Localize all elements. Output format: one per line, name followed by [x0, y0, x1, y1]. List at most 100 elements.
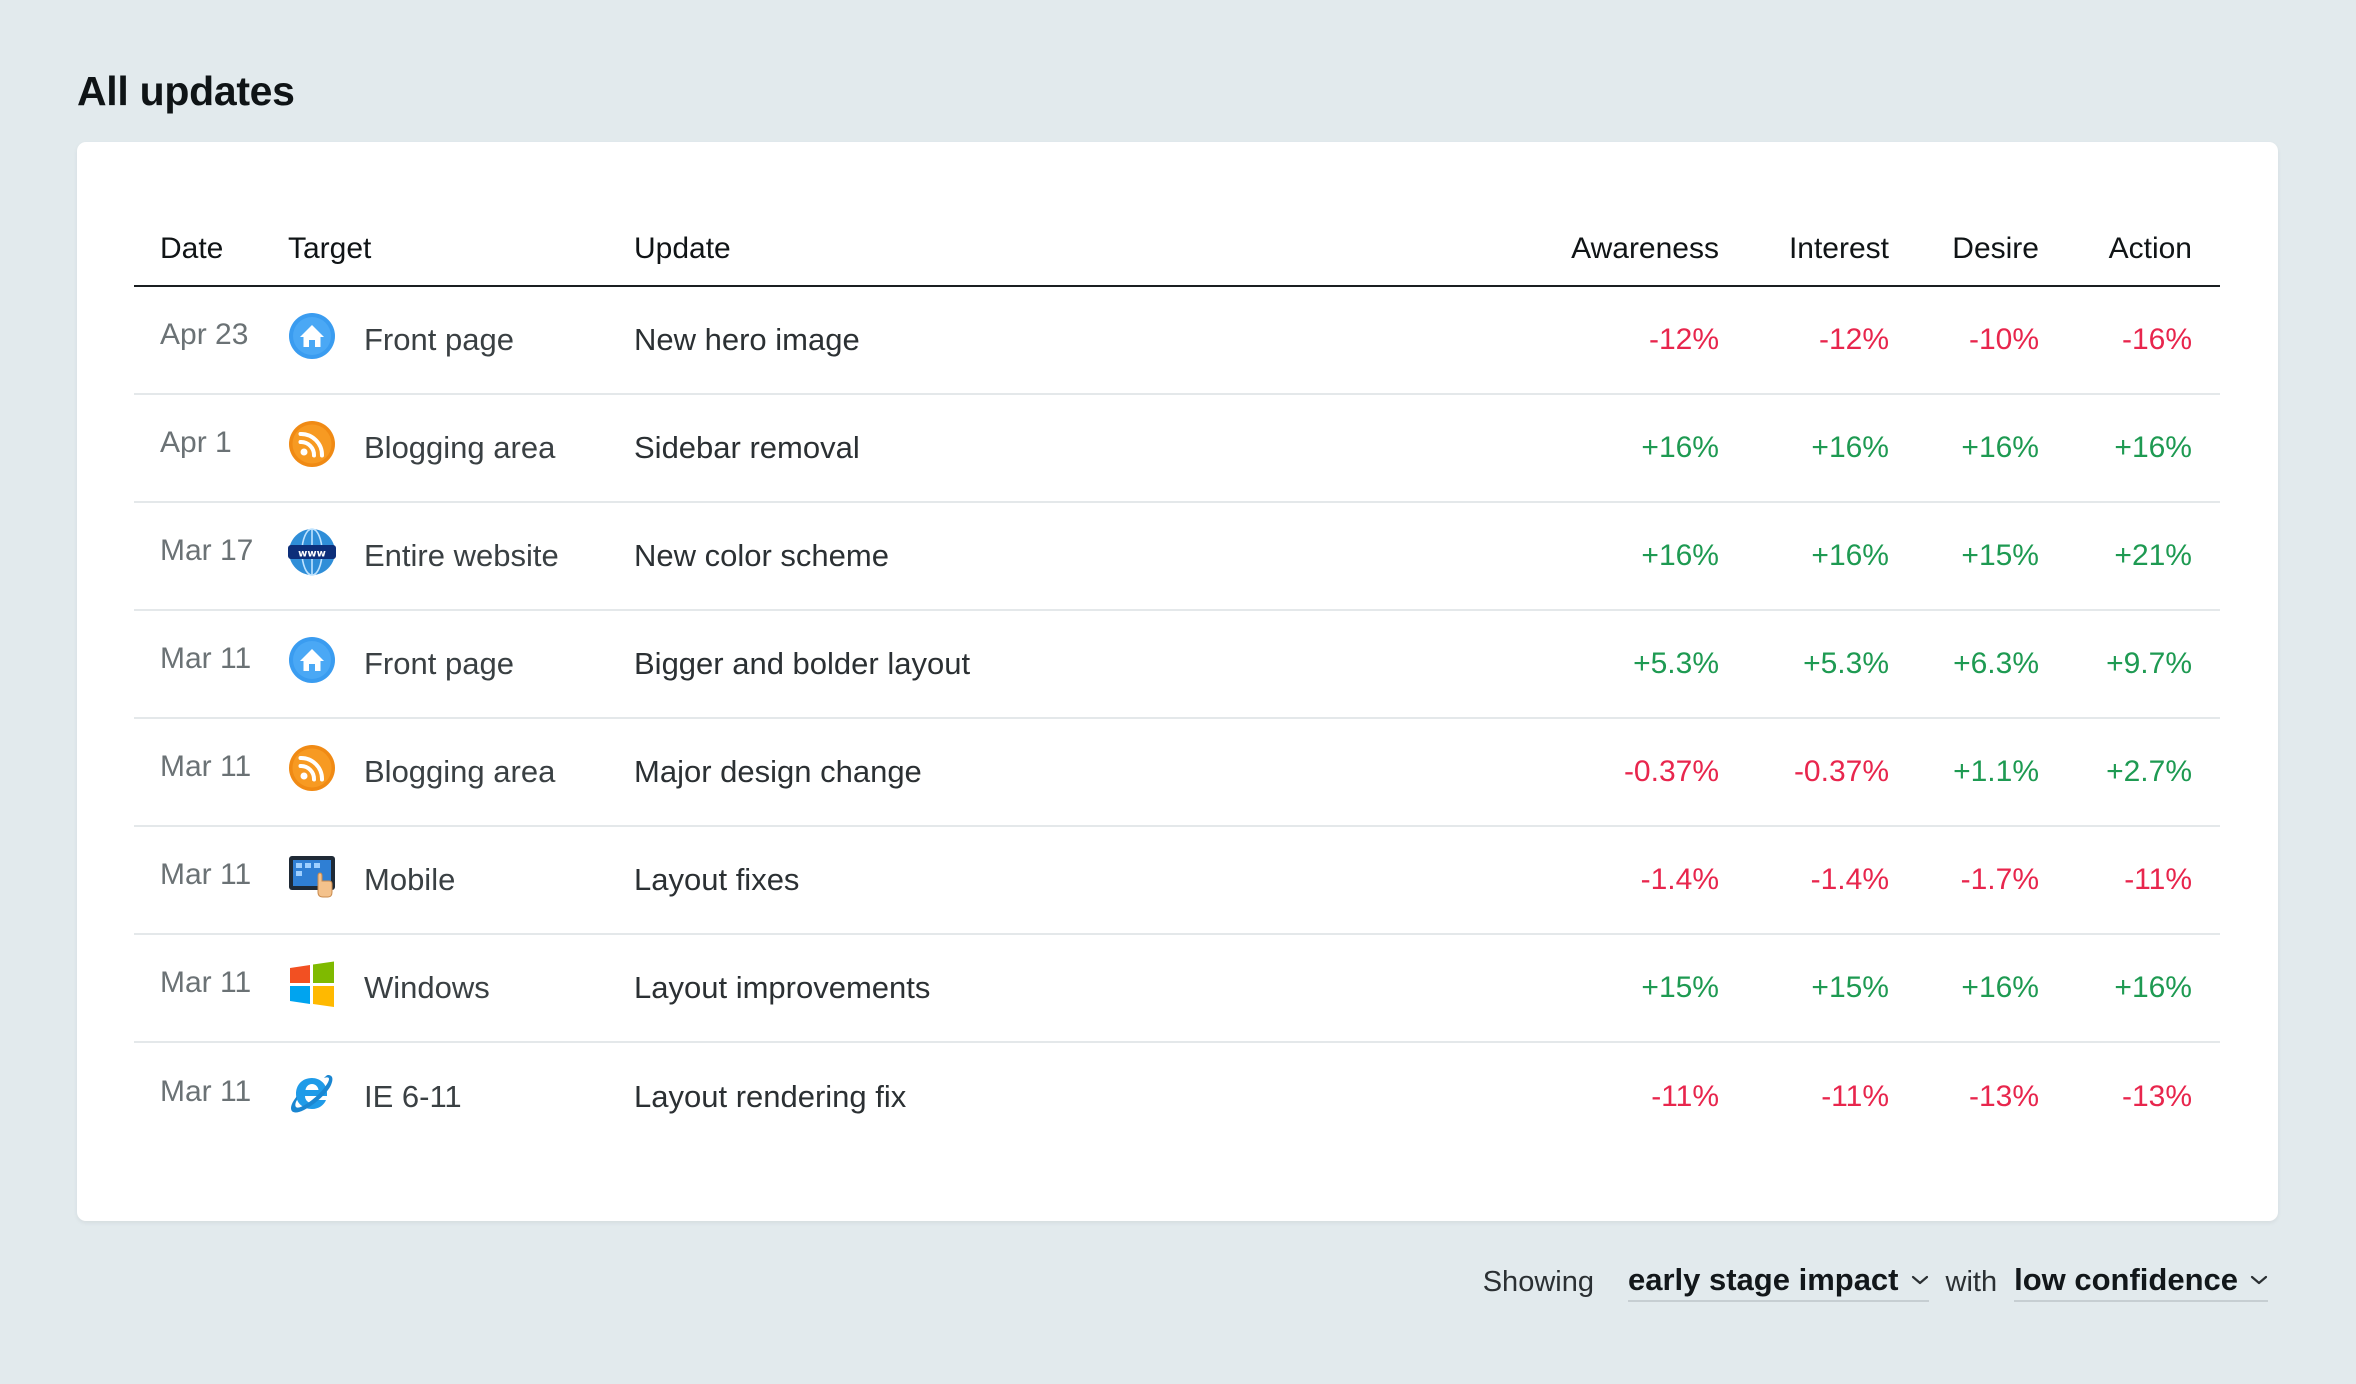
- table-row[interactable]: Mar 11 Mobile Layout fixes -1.4% -1.4% -1.7% -…: [134, 826, 2220, 935]
- table-row[interactable]: Mar 11 Front page Bigger and bolder layout…: [134, 610, 2220, 719]
- row-target: Blogging area: [288, 718, 634, 827]
- row-action-value: -16%: [2067, 286, 2220, 395]
- header-update[interactable]: Update: [634, 217, 1566, 287]
- row-target-label: Blogging area: [364, 754, 556, 789]
- row-date: Mar 11: [134, 610, 288, 719]
- home-icon: [288, 312, 336, 360]
- row-update: Layout improvements: [634, 934, 1566, 1043]
- chevron-down-icon: [2250, 1275, 2268, 1285]
- row-target: Front page: [288, 286, 634, 395]
- confidence-dropdown-value: low confidence: [2014, 1262, 2238, 1297]
- row-awareness-value: -0.37%: [1566, 718, 1747, 827]
- footer-filter: Showing early stage impact with low conf…: [1483, 1262, 2268, 1302]
- row-update: Bigger and bolder layout: [634, 610, 1566, 719]
- showing-label: Showing: [1482, 1265, 1594, 1298]
- row-desire-value: +15%: [1917, 502, 2067, 611]
- header-target[interactable]: Target: [288, 217, 634, 287]
- row-awareness-value: +16%: [1566, 394, 1747, 503]
- row-action-value: +9.7%: [2067, 610, 2220, 719]
- header-desire[interactable]: Desire: [1917, 217, 2067, 287]
- home-icon: [288, 636, 336, 684]
- row-interest-value: -0.37%: [1747, 718, 1917, 827]
- row-interest-value: +16%: [1747, 394, 1917, 503]
- page-title: All updates: [77, 68, 295, 114]
- header-action[interactable]: Action: [2067, 217, 2220, 287]
- table-row[interactable]: Mar 11 Windows Layout improvements +15% +15%…: [134, 934, 2220, 1043]
- table-row[interactable]: Apr 1 Blogging area Sidebar removal +16% +16…: [134, 394, 2220, 503]
- row-target: IE 6-11: [288, 1042, 634, 1150]
- row-update: Sidebar removal: [634, 394, 1566, 503]
- row-target-label: Front page: [364, 646, 514, 681]
- row-desire-value: -1.7%: [1917, 826, 2067, 935]
- row-update: New color scheme: [634, 502, 1566, 611]
- header-interest[interactable]: Interest: [1747, 217, 1917, 287]
- row-interest-value: -11%: [1821, 1079, 1889, 1113]
- row-update: Major design change: [634, 718, 1566, 827]
- svg-text:www: www: [298, 549, 326, 560]
- row-date: Mar 17: [134, 502, 288, 611]
- row-date: Mar 11: [134, 934, 288, 1043]
- row-target-label: Entire website: [364, 538, 559, 573]
- row-action-value: -13%: [2121, 1079, 2192, 1113]
- chevron-down-icon: [1911, 1275, 1928, 1285]
- confidence-dropdown[interactable]: low confidence: [2014, 1262, 2268, 1302]
- row-target: Front page: [288, 610, 634, 719]
- row-interest-value: +16%: [1747, 502, 1917, 611]
- row-target: Windows: [288, 934, 634, 1043]
- row-interest-value: +15%: [1747, 934, 1917, 1043]
- impact-dropdown-value: early stage impact: [1627, 1262, 1899, 1297]
- row-date: Apr 1: [134, 394, 288, 503]
- row-update: Layout rendering fix: [634, 1078, 907, 1114]
- row-interest-value: +5.3%: [1747, 610, 1917, 719]
- row-desire-value: -10%: [1917, 286, 2067, 395]
- header-awareness[interactable]: Awareness: [1566, 217, 1747, 287]
- row-desire-value: -13%: [1968, 1079, 2039, 1113]
- row-action-value: +2.7%: [2067, 718, 2220, 827]
- row-action-value: +16%: [2067, 934, 2220, 1043]
- header-date[interactable]: Date: [134, 217, 288, 287]
- row-awareness-value: -12%: [1566, 286, 1747, 395]
- row-action-value: -11%: [2067, 826, 2220, 935]
- row-date: Mar 11: [134, 718, 288, 827]
- table-row[interactable]: Mar 11 Blogging area Major design change -0…: [134, 718, 2220, 827]
- updates-table: Date Target Update Awareness Interest De…: [134, 217, 2220, 1150]
- with-label: with: [1945, 1265, 1998, 1298]
- tablet-touch-icon: [288, 852, 336, 900]
- row-target-label: Blogging area: [364, 430, 556, 465]
- row-update: Layout fixes: [634, 826, 1566, 935]
- rss-icon: [288, 420, 336, 468]
- row-target-label: Front page: [364, 322, 514, 357]
- row-interest-value: -1.4%: [1747, 826, 1917, 935]
- www-globe-icon: www: [288, 528, 336, 576]
- row-interest-value: -12%: [1747, 286, 1917, 395]
- row-target: Mobile: [288, 826, 634, 935]
- row-awareness-value: -1.4%: [1566, 826, 1747, 935]
- row-update: New hero image: [634, 286, 1566, 395]
- row-target-label: IE 6-11: [364, 1078, 462, 1114]
- row-target: www Entire website: [288, 502, 634, 611]
- row-date: Mar 11: [134, 826, 288, 935]
- updates-card: Date Target Update Awareness Interest De…: [77, 142, 2278, 1221]
- windows-logo-icon: [288, 960, 336, 1008]
- row-target: Blogging area: [288, 394, 634, 503]
- row-action-value: +21%: [2067, 502, 2220, 611]
- row-desire-value: +16%: [1917, 394, 2067, 503]
- internet-explorer-icon: [288, 1069, 336, 1117]
- row-desire-value: +6.3%: [1917, 610, 2067, 719]
- row-awareness-value: +15%: [1566, 934, 1747, 1043]
- row-awareness-value: +16%: [1566, 502, 1747, 611]
- table-header-row: Date Target Update Awareness Interest De…: [134, 217, 2220, 287]
- row-target-label: Mobile: [364, 862, 456, 897]
- row-desire-value: +16%: [1917, 934, 2067, 1043]
- row-action-value: +16%: [2067, 394, 2220, 503]
- table-row[interactable]: Mar 11 IE 6-11 Layout rendering fix -11% -11…: [134, 1042, 2220, 1150]
- row-date: Apr 23: [134, 286, 288, 395]
- table-row[interactable]: Apr 23 Front page New hero image -12% -12% -1…: [134, 286, 2220, 395]
- table-row[interactable]: Mar 17 www Entire website New color scheme +…: [134, 502, 2220, 611]
- row-awareness-value: -11%: [1651, 1079, 1719, 1113]
- row-date: Mar 11: [160, 1074, 252, 1108]
- impact-dropdown[interactable]: early stage impact: [1627, 1262, 1929, 1302]
- row-target-label: Windows: [364, 970, 490, 1005]
- rss-icon: [288, 744, 336, 792]
- row-awareness-value: +5.3%: [1566, 610, 1747, 719]
